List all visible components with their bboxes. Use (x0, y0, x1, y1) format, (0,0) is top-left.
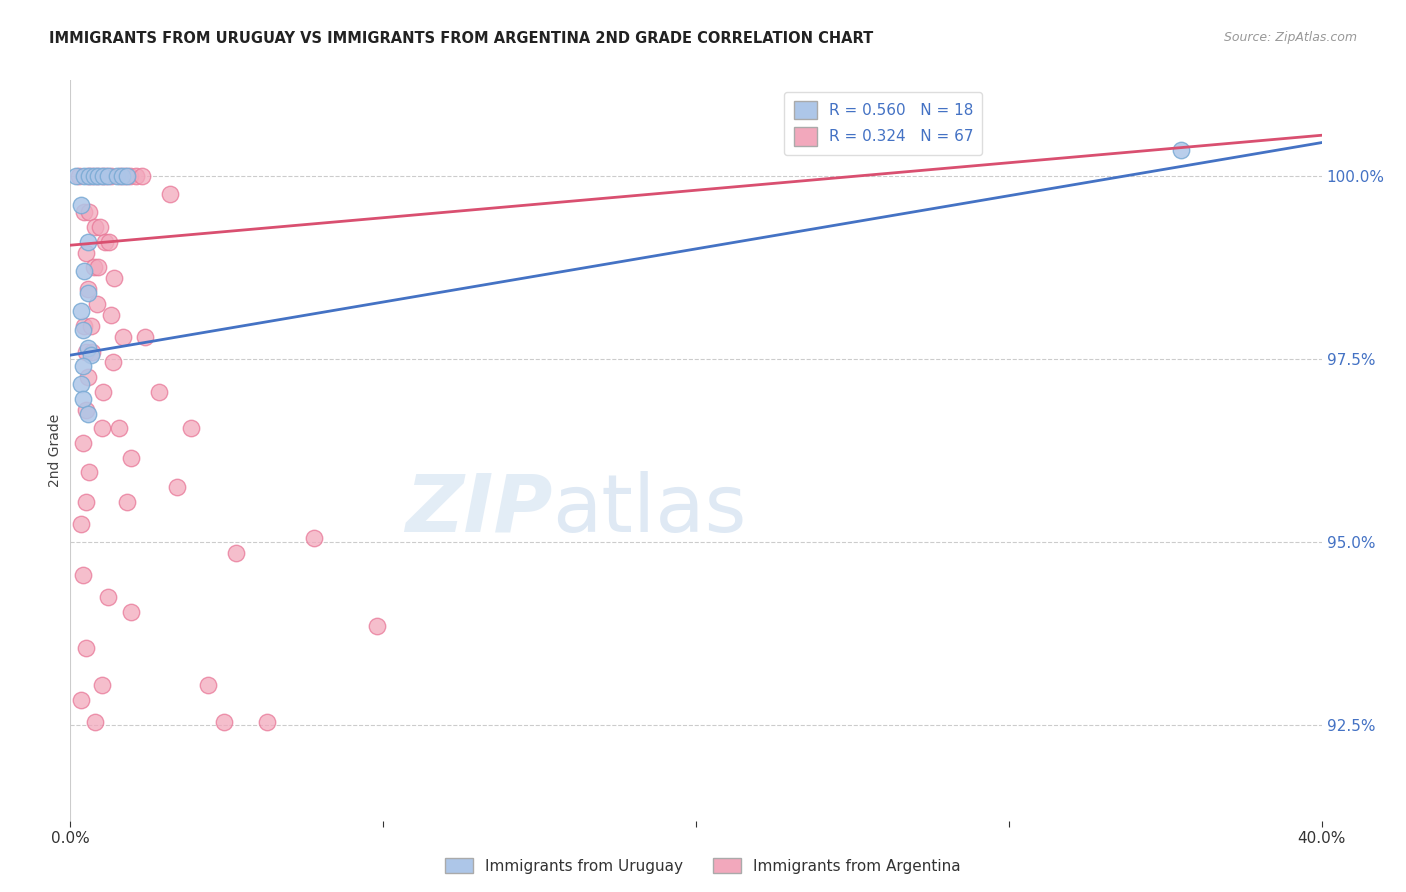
Point (98, 235, 121, 249)
Point (90, 678, 112, 692)
Point (159, 186, 181, 201)
Point (72, 359, 94, 373)
Point (75, 495, 97, 509)
Point (89, 219, 111, 234)
Point (115, 495, 138, 509)
Point (77, 466, 100, 480)
Point (83, 169, 105, 183)
Point (212, 714, 235, 729)
Point (75, 245, 97, 260)
Text: IMMIGRANTS FROM URUGUAY VS IMMIGRANTS FROM ARGENTINA 2ND GRADE CORRELATION CHART: IMMIGRANTS FROM URUGUAY VS IMMIGRANTS FR… (49, 31, 873, 46)
Point (76, 285, 98, 300)
Point (197, 678, 219, 692)
Point (84, 219, 107, 234)
Point (111, 169, 134, 183)
Point (110, 169, 132, 183)
Point (73, 318, 96, 333)
Point (125, 169, 148, 183)
Point (72, 322, 94, 336)
Point (79, 318, 101, 333)
Point (166, 480, 188, 494)
Point (91, 384, 114, 399)
Point (107, 421, 129, 435)
Point (70, 304, 93, 318)
Point (105, 169, 128, 183)
Point (75, 403, 97, 417)
Point (76, 370, 98, 384)
Point (114, 169, 136, 183)
Point (96, 169, 118, 183)
Point (77, 205, 100, 219)
Point (86, 297, 108, 311)
Point (148, 384, 170, 399)
Point (73, 264, 96, 278)
Text: Source: ZipAtlas.com: Source: ZipAtlas.com (1223, 31, 1357, 45)
Point (118, 169, 141, 183)
Point (76, 169, 98, 183)
Point (76, 235, 98, 249)
Point (87, 260, 110, 275)
Point (93, 235, 115, 249)
Point (90, 169, 112, 183)
Point (72, 568, 94, 582)
Text: atlas: atlas (553, 471, 747, 549)
Point (70, 198, 93, 212)
Point (70, 692, 93, 706)
Y-axis label: 2nd Grade: 2nd Grade (48, 414, 62, 487)
Point (366, 619, 388, 633)
Point (1170, 143, 1192, 157)
Point (72, 436, 94, 450)
Point (225, 546, 247, 560)
Point (97, 590, 120, 604)
Point (120, 605, 142, 619)
Point (100, 169, 122, 183)
Point (75, 344, 97, 359)
Point (82, 169, 104, 183)
Point (120, 450, 142, 465)
Point (304, 532, 326, 546)
Point (73, 205, 96, 219)
Point (77, 169, 100, 183)
Point (82, 344, 104, 359)
Point (72, 392, 94, 406)
Point (73, 169, 96, 183)
Point (70, 377, 93, 392)
Point (97, 169, 120, 183)
Point (83, 260, 105, 275)
Legend: Immigrants from Uruguay, Immigrants from Argentina: Immigrants from Uruguay, Immigrants from… (439, 852, 967, 880)
Point (131, 169, 153, 183)
Point (76, 341, 98, 355)
Point (86, 169, 108, 183)
Point (87, 169, 110, 183)
Point (115, 169, 138, 183)
Point (75, 641, 97, 656)
Legend: R = 0.560   N = 18, R = 0.324   N = 67: R = 0.560 N = 18, R = 0.324 N = 67 (785, 92, 983, 155)
Point (103, 271, 125, 285)
Point (112, 330, 135, 344)
Text: ZIP: ZIP (405, 471, 553, 549)
Point (70, 516, 93, 531)
Point (76, 282, 98, 296)
Point (180, 421, 202, 435)
Point (76, 407, 98, 421)
Point (90, 421, 112, 435)
Point (79, 348, 101, 362)
Point (100, 308, 122, 322)
Point (256, 714, 278, 729)
Point (91, 169, 114, 183)
Point (84, 714, 107, 729)
Point (101, 355, 124, 369)
Point (67, 169, 90, 183)
Point (65, 169, 87, 183)
Point (134, 330, 156, 344)
